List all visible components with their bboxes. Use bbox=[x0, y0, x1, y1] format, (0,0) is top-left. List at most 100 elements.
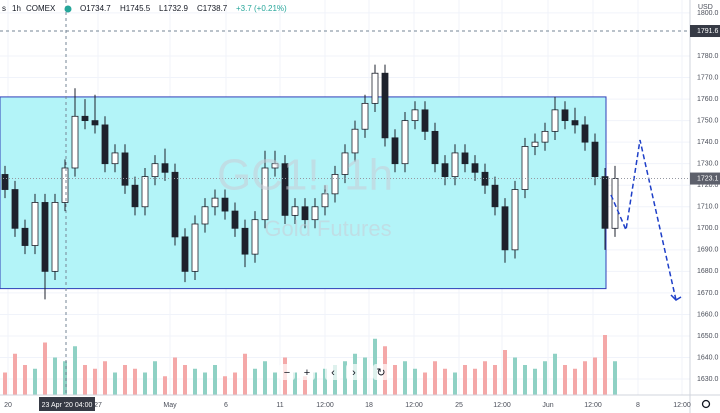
volume-bar bbox=[563, 365, 567, 395]
x-tick-label: 6 bbox=[224, 402, 228, 409]
candle-body bbox=[131, 184, 139, 208]
candle bbox=[21, 219, 29, 255]
volume-bar bbox=[473, 368, 477, 395]
toolbar-button[interactable]: − bbox=[279, 364, 295, 380]
y-tick-label: 1670.0 bbox=[697, 290, 719, 297]
volume-bar bbox=[583, 361, 587, 395]
toolbar-button[interactable]: ‹ bbox=[325, 364, 341, 380]
candle-body bbox=[401, 120, 409, 165]
candle bbox=[31, 193, 39, 255]
header-low: L1732.9 bbox=[159, 4, 188, 13]
volume-bar bbox=[323, 368, 327, 395]
candle bbox=[461, 144, 469, 173]
volume-bar bbox=[313, 372, 317, 395]
candle-body bbox=[491, 184, 499, 208]
volume-bar bbox=[443, 368, 447, 395]
volume-bar bbox=[543, 361, 547, 395]
candle-body bbox=[351, 128, 359, 154]
volume-bar bbox=[153, 361, 157, 395]
candle bbox=[91, 94, 99, 134]
candle-body bbox=[71, 115, 79, 169]
volume-bar bbox=[413, 368, 417, 395]
toolbar-button-label[interactable]: − bbox=[284, 367, 290, 379]
candle bbox=[281, 155, 289, 224]
candle-body bbox=[511, 189, 519, 251]
candle-body bbox=[551, 109, 559, 132]
volume-bar bbox=[53, 357, 57, 395]
candle bbox=[41, 193, 49, 300]
y-tick-label: 1780.0 bbox=[697, 53, 719, 60]
candle bbox=[151, 155, 159, 186]
volume-bar bbox=[433, 361, 437, 395]
toolbar-button-bg[interactable] bbox=[346, 364, 362, 380]
candle-body bbox=[501, 206, 509, 251]
gear-icon[interactable] bbox=[701, 399, 711, 409]
candle-body bbox=[391, 137, 399, 165]
candle bbox=[261, 150, 269, 229]
last-price-label: 1723.1 bbox=[697, 175, 719, 182]
x-tick-label: 8 bbox=[636, 402, 640, 409]
x-tick-label: May bbox=[163, 402, 177, 409]
candle bbox=[591, 133, 599, 186]
candle bbox=[71, 88, 79, 177]
toolbar-button-label[interactable]: ‹ bbox=[331, 367, 335, 379]
x-tick-label: 12:00 bbox=[493, 402, 511, 409]
candle-body bbox=[31, 202, 39, 246]
volume-bar bbox=[123, 365, 127, 395]
candle bbox=[571, 107, 579, 134]
toolbar-button-bg[interactable] bbox=[299, 364, 315, 380]
candle bbox=[541, 122, 549, 151]
toolbar-button[interactable]: + bbox=[299, 364, 315, 380]
crosshair-x-label: 23 Apr '20 04:00 bbox=[42, 402, 93, 409]
toolbar-button-label[interactable]: › bbox=[352, 367, 356, 379]
candle bbox=[401, 111, 409, 173]
candle-body bbox=[211, 197, 219, 208]
header-interval: 1h bbox=[12, 4, 21, 13]
y-tick-label: 1720.0 bbox=[697, 182, 719, 189]
volume-bar bbox=[393, 365, 397, 395]
volume-bar bbox=[143, 372, 147, 395]
x-tick-label: 12:00 bbox=[673, 402, 691, 409]
candle-body bbox=[481, 171, 489, 186]
toolbar-button-bg[interactable] bbox=[325, 364, 341, 380]
candle-body bbox=[201, 206, 209, 225]
candle-body bbox=[281, 163, 289, 216]
toolbar-button[interactable]: ↻ bbox=[373, 364, 389, 380]
y-tick-label: 1640.0 bbox=[697, 354, 719, 361]
candle bbox=[11, 180, 19, 237]
y-tick-label: 1650.0 bbox=[697, 333, 719, 340]
candle-body bbox=[161, 163, 169, 173]
volume-bar bbox=[613, 361, 617, 395]
volume-bar bbox=[523, 365, 527, 395]
toolbar-button-bg[interactable] bbox=[279, 364, 295, 380]
header-open: O1734.7 bbox=[80, 4, 111, 13]
candle bbox=[431, 122, 439, 173]
candle bbox=[471, 155, 479, 181]
candle-body bbox=[591, 141, 599, 178]
candle-body bbox=[521, 146, 529, 190]
toolbar-button-label[interactable]: + bbox=[304, 367, 310, 379]
x-tick-label: 18 bbox=[365, 402, 373, 409]
candle bbox=[221, 189, 229, 220]
toolbar-button[interactable]: › bbox=[346, 364, 362, 380]
watermark-subtitle: Gold Futures bbox=[264, 216, 391, 241]
y-tick-label: 1630.0 bbox=[697, 376, 719, 383]
volume-bar bbox=[303, 376, 307, 395]
x-tick-label: 25 bbox=[455, 402, 463, 409]
candle-body bbox=[151, 163, 159, 178]
candle bbox=[511, 180, 519, 259]
toolbar-button-bg[interactable] bbox=[373, 364, 389, 380]
volume-bar bbox=[133, 368, 137, 395]
candle bbox=[141, 167, 149, 216]
settings-button[interactable] bbox=[701, 399, 711, 409]
candle-body bbox=[441, 163, 449, 178]
toolbar-button-label[interactable]: ↻ bbox=[376, 367, 385, 379]
candle-body bbox=[291, 206, 299, 216]
toolbar: − + ‹ › ↻ bbox=[279, 364, 389, 380]
candle bbox=[351, 120, 359, 162]
candle-body bbox=[121, 152, 129, 186]
candle bbox=[391, 129, 399, 173]
candle bbox=[211, 189, 219, 216]
candle-body bbox=[571, 120, 579, 126]
